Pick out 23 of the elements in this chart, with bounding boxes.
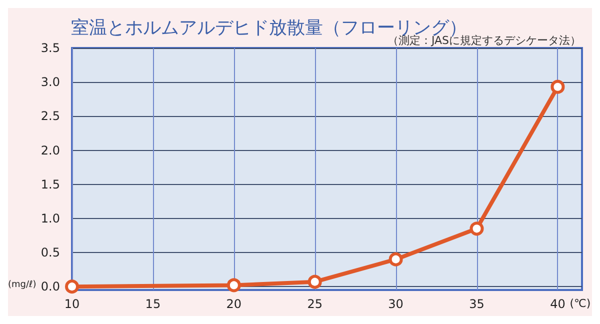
y-tick-label: 2.0: [40, 143, 60, 158]
x-tick-label: 10: [64, 297, 80, 311]
y-tick-label: 3.0: [40, 75, 60, 90]
y-tick-label: 0.0: [40, 280, 60, 294]
y-tick-label: 1.0: [40, 211, 60, 226]
x-tick-label: 40: [550, 297, 566, 311]
point: [226, 278, 241, 292]
y-tick-label: 1.5: [40, 177, 60, 192]
point: [65, 280, 79, 294]
x-tick-label: 20: [226, 297, 242, 311]
point: [308, 274, 322, 289]
y-tick-label: 3.5: [40, 41, 60, 55]
x-tick-label: 30: [388, 297, 404, 311]
x-tick-label: 25: [307, 297, 322, 311]
point: [470, 222, 484, 236]
x-tick-label: 35: [469, 297, 484, 311]
y-tick-label: 0.5: [40, 246, 60, 260]
y-axis-title: (mg/ℓ): [8, 280, 36, 290]
y-tick-label: 2.5: [40, 109, 60, 124]
point: [388, 252, 403, 266]
x-tick-label: 15: [145, 297, 161, 311]
point: [550, 80, 565, 94]
x-axis-title: (℃): [570, 297, 591, 310]
